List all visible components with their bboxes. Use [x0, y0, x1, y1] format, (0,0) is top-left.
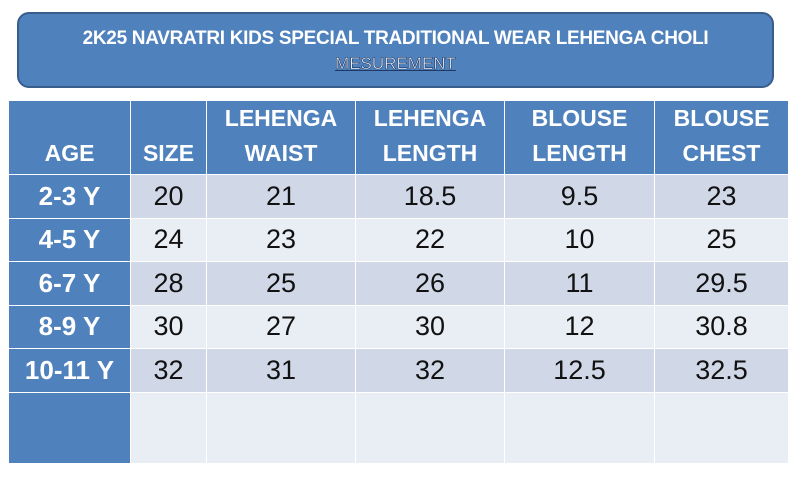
header-line: BLOUSE	[673, 105, 770, 131]
value-cell: 30.8	[654, 304, 789, 349]
value-cell: 30	[355, 304, 505, 349]
value-cell: 10	[504, 217, 655, 262]
empty-cell	[654, 391, 789, 464]
size-table: AGE SIZE LEHENGA WAIST LEHENGA LENGTH BLOUSE LE…	[8, 100, 789, 464]
value-cell: 21	[206, 174, 356, 219]
header-row: AGE SIZE LEHENGA WAIST LEHENGA LENGTH BLOUSE LE…	[8, 100, 789, 175]
value-cell: 9.5	[504, 174, 655, 219]
header-line: BLOUSE	[531, 105, 628, 131]
empty-cell	[504, 391, 655, 464]
age-cell: 6-7 Y	[8, 261, 131, 306]
value-cell: 18.5	[355, 174, 505, 219]
value-cell: 29.5	[654, 261, 789, 306]
subtitle: MESUREMENT	[335, 54, 457, 74]
value-cell: 28	[130, 261, 207, 306]
value-cell: 22	[355, 217, 505, 262]
empty-cell	[8, 391, 131, 464]
header-line: WAIST	[244, 140, 318, 166]
value-cell: 25	[654, 217, 789, 262]
value-cell: 31	[206, 348, 356, 393]
value-cell: 11	[504, 261, 655, 306]
table-row: 8-9 Y 30 27 30 12 30.8	[8, 304, 789, 349]
value-cell: 27	[206, 304, 356, 349]
age-cell: 8-9 Y	[8, 304, 131, 349]
column-header: SIZE	[130, 100, 207, 175]
title-banner: 2K25 NAVRATRI KIDS SPECIAL TRADITIONAL W…	[17, 12, 774, 88]
age-cell: 10-11 Y	[8, 348, 131, 393]
header-line: LEHENGA	[224, 105, 338, 131]
title: 2K25 NAVRATRI KIDS SPECIAL TRADITIONAL W…	[82, 28, 709, 49]
column-header: BLOUSE LENGTH	[504, 100, 655, 175]
age-cell: 4-5 Y	[8, 217, 131, 262]
value-cell: 32	[130, 348, 207, 393]
age-cell: 2-3 Y	[8, 174, 131, 219]
table-row: 10-11 Y 32 31 32 12.5 32.5	[8, 348, 789, 393]
header-line: LENGTH	[532, 140, 627, 166]
value-cell: 23	[654, 174, 789, 219]
empty-cell	[130, 391, 207, 464]
header-line: AGE	[44, 140, 95, 166]
value-cell: 12.5	[504, 348, 655, 393]
header-line: CHEST	[682, 140, 761, 166]
column-header: AGE	[8, 100, 131, 175]
value-cell: 24	[130, 217, 207, 262]
header-line: SIZE	[142, 140, 195, 166]
header-line: LENGTH	[382, 140, 478, 166]
table-row: 6-7 Y 28 25 26 11 29.5	[8, 261, 789, 306]
value-cell: 25	[206, 261, 356, 306]
value-cell: 30	[130, 304, 207, 349]
value-cell: 12	[504, 304, 655, 349]
column-header: BLOUSE CHEST	[654, 100, 789, 175]
value-cell: 26	[355, 261, 505, 306]
value-cell: 32	[355, 348, 505, 393]
value-cell: 23	[206, 217, 356, 262]
column-header: LEHENGA WAIST	[206, 100, 356, 175]
header-line: LEHENGA	[373, 105, 487, 131]
table-row: 2-3 Y 20 21 18.5 9.5 23	[8, 174, 789, 219]
empty-cell	[355, 391, 505, 464]
empty-cell	[206, 391, 356, 464]
value-cell: 20	[130, 174, 207, 219]
table-row: 4-5 Y 24 23 22 10 25	[8, 217, 789, 262]
empty-row	[8, 391, 789, 464]
value-cell: 32.5	[654, 348, 789, 393]
column-header: LEHENGA LENGTH	[355, 100, 505, 175]
